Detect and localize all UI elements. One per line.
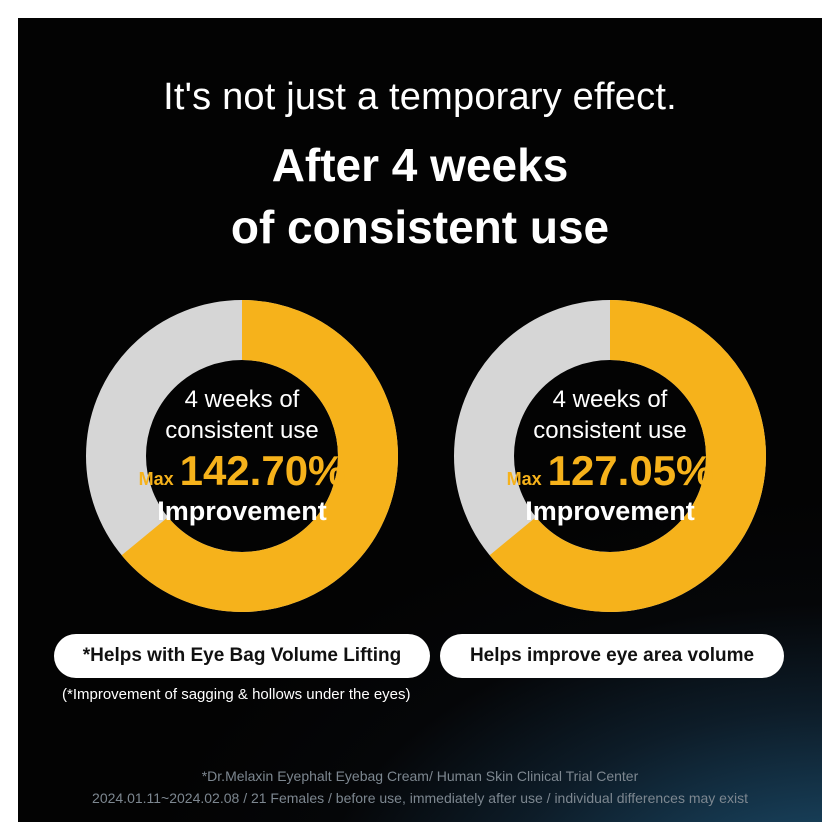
donut-1-highlight-arc	[86, 300, 398, 612]
donut-svg-1	[86, 300, 398, 612]
donut-2-center-text: 4 weeks of consistent use Max 127.05% Im…	[454, 300, 766, 612]
donut-2-caption: Improvement	[525, 496, 695, 526]
donut-2-max-prefix: Max	[506, 469, 542, 489]
donut-2-highlight-arc	[454, 300, 766, 612]
main-title: After 4 weeks of consistent use	[18, 134, 822, 258]
donut-1-label-line-2: consistent use	[165, 417, 319, 444]
donut-1-center-text: 4 weeks of consistent use Max 142.70% Im…	[86, 300, 398, 612]
footer-line-2: 2024.01.11~2024.02.08 / 21 Females / bef…	[92, 790, 748, 806]
donut-2-value-row: Max 127.05%	[507, 448, 714, 494]
donut-chart-2: 4 weeks of consistent use Max 127.05% Im…	[454, 300, 766, 612]
donut-1-caption: Improvement	[157, 496, 327, 526]
donut-1-value-row: Max 142.70%	[139, 448, 346, 494]
donut-2-label-line-1: 4 weeks of	[552, 386, 668, 413]
badge-eye-area-volume: Helps improve eye area volume	[440, 634, 784, 678]
title-line-2: of consistent use	[230, 201, 610, 253]
donut-2-label-line-2: consistent use	[533, 417, 687, 444]
donut-2-value: 127.05%	[547, 447, 714, 494]
donut-svg-2	[454, 300, 766, 612]
headline: It's not just a temporary effect.	[163, 76, 677, 118]
donut-1-max-prefix: Max	[138, 469, 174, 489]
donut-chart-1: 4 weeks of consistent use Max 142.70% Im…	[86, 300, 398, 612]
donut-1-label-line-1: 4 weeks of	[184, 386, 300, 413]
footnote-improvement: (*Improvement of sagging & hollows under…	[62, 686, 411, 703]
badge-eye-bag-lifting: *Helps with Eye Bag Volume Lifting	[54, 634, 430, 678]
promo-card: It's not just a temporary effect. After …	[18, 18, 822, 822]
title-line-1: After 4 weeks	[271, 139, 569, 191]
footer-line-1: *Dr.Melaxin Eyephalt Eyebag Cream/ Human…	[201, 768, 639, 784]
donut-1-value: 142.70%	[179, 447, 346, 494]
